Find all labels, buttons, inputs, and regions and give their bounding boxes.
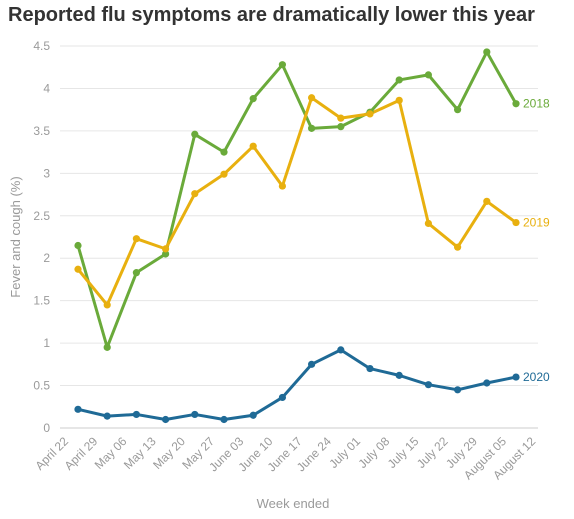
data-point-2020 [74, 405, 82, 413]
data-point-2018 [454, 106, 462, 114]
data-point-2020 [220, 415, 228, 424]
data-point-2020 [308, 360, 316, 368]
y-tick-label: 1 [43, 336, 50, 350]
data-point-2018 [220, 148, 228, 156]
data-point-2019 [337, 114, 345, 122]
data-point-2020 [103, 412, 111, 420]
data-point-2020 [278, 393, 286, 402]
data-point-2018 [424, 71, 432, 79]
data-point-2018 [162, 250, 170, 258]
y-tick-label: 2 [43, 251, 50, 265]
data-point-2020 [162, 415, 170, 424]
y-tick-label: 0.5 [33, 379, 50, 393]
y-tick-label: 3.5 [33, 124, 50, 138]
data-point-2020 [454, 386, 462, 394]
x-axis-label: Week ended [257, 496, 330, 511]
data-point-2020 [366, 364, 374, 373]
series-labels: 2018 2019 2020 [523, 97, 550, 384]
series-points [74, 48, 520, 424]
data-point-2020 [395, 371, 403, 379]
data-point-2019 [454, 243, 462, 251]
data-point-2019 [424, 219, 432, 228]
x-tick-label: July 01 [326, 434, 363, 471]
data-point-2019 [220, 170, 228, 178]
series-label-2019: 2019 [523, 216, 550, 230]
data-point-2019 [278, 182, 286, 190]
data-point-2020 [337, 346, 345, 354]
data-point-2020 [132, 410, 140, 419]
data-point-2020 [424, 381, 432, 389]
y-tick-label: 3 [43, 166, 50, 180]
data-point-2019 [103, 301, 111, 309]
data-point-2018 [103, 343, 111, 351]
series-label-2020: 2020 [523, 370, 550, 384]
series-line-2020 [77, 348, 517, 422]
x-tick-label: July 15 [385, 434, 422, 471]
y-tick-label: 4.5 [33, 39, 50, 53]
data-point-2018 [132, 269, 140, 277]
x-tick-label: July 08 [356, 434, 393, 471]
data-point-2019 [191, 190, 199, 198]
data-point-2018 [308, 124, 316, 132]
data-point-2019 [366, 110, 374, 118]
data-point-2019 [483, 197, 491, 205]
series-line-2019 [76, 96, 517, 307]
y-tick-label: 1.5 [33, 294, 50, 308]
data-point-2018 [337, 123, 345, 131]
data-point-2020 [191, 410, 199, 419]
gridlines [60, 45, 538, 429]
data-point-2018 [249, 95, 257, 103]
x-tick-label: July 22 [414, 434, 451, 471]
data-point-2018 [483, 48, 491, 56]
y-tick-label: 4 [43, 81, 50, 95]
data-point-2019 [74, 265, 82, 273]
data-point-2019 [512, 218, 520, 227]
series-label-2018: 2018 [523, 97, 550, 111]
data-point-2019 [308, 94, 316, 102]
data-point-2018 [74, 241, 82, 250]
data-point-2020 [483, 379, 491, 387]
x-tick-label: April 29 [62, 434, 101, 473]
y-axis-label: Fever and cough (%) [8, 176, 23, 297]
data-point-2018 [191, 130, 199, 138]
data-point-2019 [162, 245, 170, 253]
y-tick-label: 0 [43, 421, 50, 435]
data-point-2018 [278, 61, 286, 69]
y-tick-label: 2.5 [33, 209, 50, 223]
series-lines [76, 50, 518, 422]
data-point-2020 [512, 373, 520, 381]
series-line-2018 [76, 50, 518, 349]
data-point-2019 [249, 142, 257, 150]
data-point-2020 [249, 411, 257, 419]
chart-title: Reported flu symptoms are dramatically l… [8, 4, 535, 26]
data-point-2019 [395, 96, 403, 104]
data-point-2019 [132, 235, 140, 243]
y-axis-ticks: 0 0.5 1 1.5 2 2.5 3 3.5 4 4.5 [33, 39, 50, 435]
data-point-2018 [512, 100, 520, 108]
data-point-2018 [395, 76, 403, 84]
